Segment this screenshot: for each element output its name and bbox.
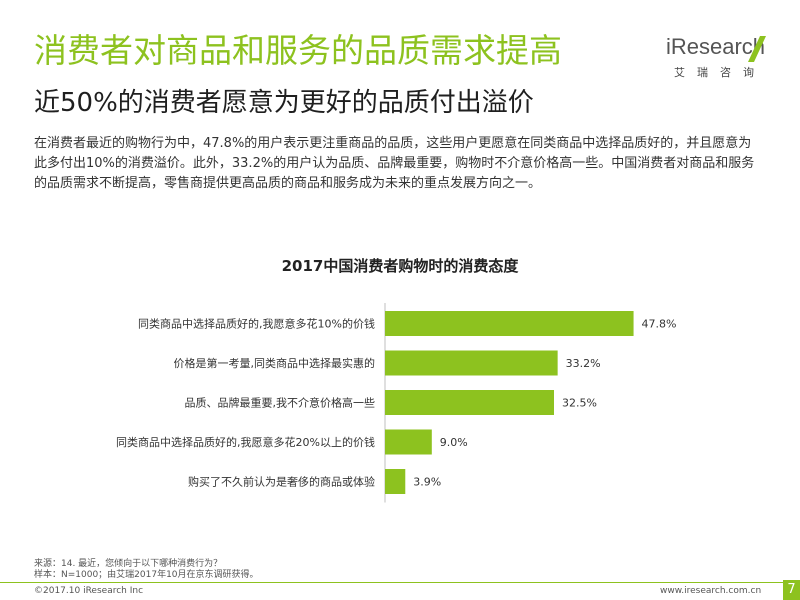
footnote-source: 来源：14. 最近，您倾向于以下哪种消费行为？ [34,559,223,569]
category-label-3: 品质、品牌最重要,我不介意价格高一些 [185,396,376,410]
chart-title: 2017中国消费者购物时的消费态度 [281,257,519,275]
bar-chart: 同类商品中选择品质好的,我愿意多花10%的价钱 47.8% 价格是第一考量,同类商品… [116,303,677,503]
intro-paragraph: 在消费者最近的购物行为中，47.8%的用户表示更注重商品的品质，这些用户更愿意在… [34,136,755,191]
category-label-4: 同类商品中选择品质好的,我愿意多花20%以上的价钱 [116,435,375,449]
footer-divider [0,582,785,583]
bar-4 [385,429,432,455]
bar-2 [385,350,558,376]
category-label-1: 同类商品中选择品质好的,我愿意多花10%的价钱 [138,317,375,331]
value-label-2: 33.2% [566,357,601,370]
footnote-sample: 样本：N=1000；由艾瑞2017年10月在京东调研获得。 [34,570,259,580]
value-label-1: 47.8% [642,318,677,331]
value-label-4: 9.0% [440,436,468,449]
bar-3 [385,390,554,415]
page-number: 7 [783,580,800,600]
logo-subtitle: 艾瑞咨询 [674,66,766,79]
category-label-2: 价格是第一考量,同类商品中选择最实惠的 [174,356,376,370]
page-subtitle: 近50%的消费者愿意为更好的品质付出溢价 [34,88,534,118]
logo-wordmark: iResearch [666,34,766,59]
logo-slash-icon [748,36,766,62]
page-title: 消费者对商品和服务的品质需求提高 [34,31,562,70]
bar-5 [385,469,406,494]
value-label-3: 32.5% [562,397,597,410]
footer-website: www.iresearch.com.cn [660,586,762,596]
bar-1 [385,311,634,336]
footer-copyright: ©2017.10 iResearch Inc [34,586,144,596]
category-label-5: 购买了不久前认为是奢侈的商品或体验 [188,475,375,489]
value-label-5: 3.9% [413,476,441,489]
iresearch-logo: iResearch 艾瑞咨询 [662,34,772,84]
